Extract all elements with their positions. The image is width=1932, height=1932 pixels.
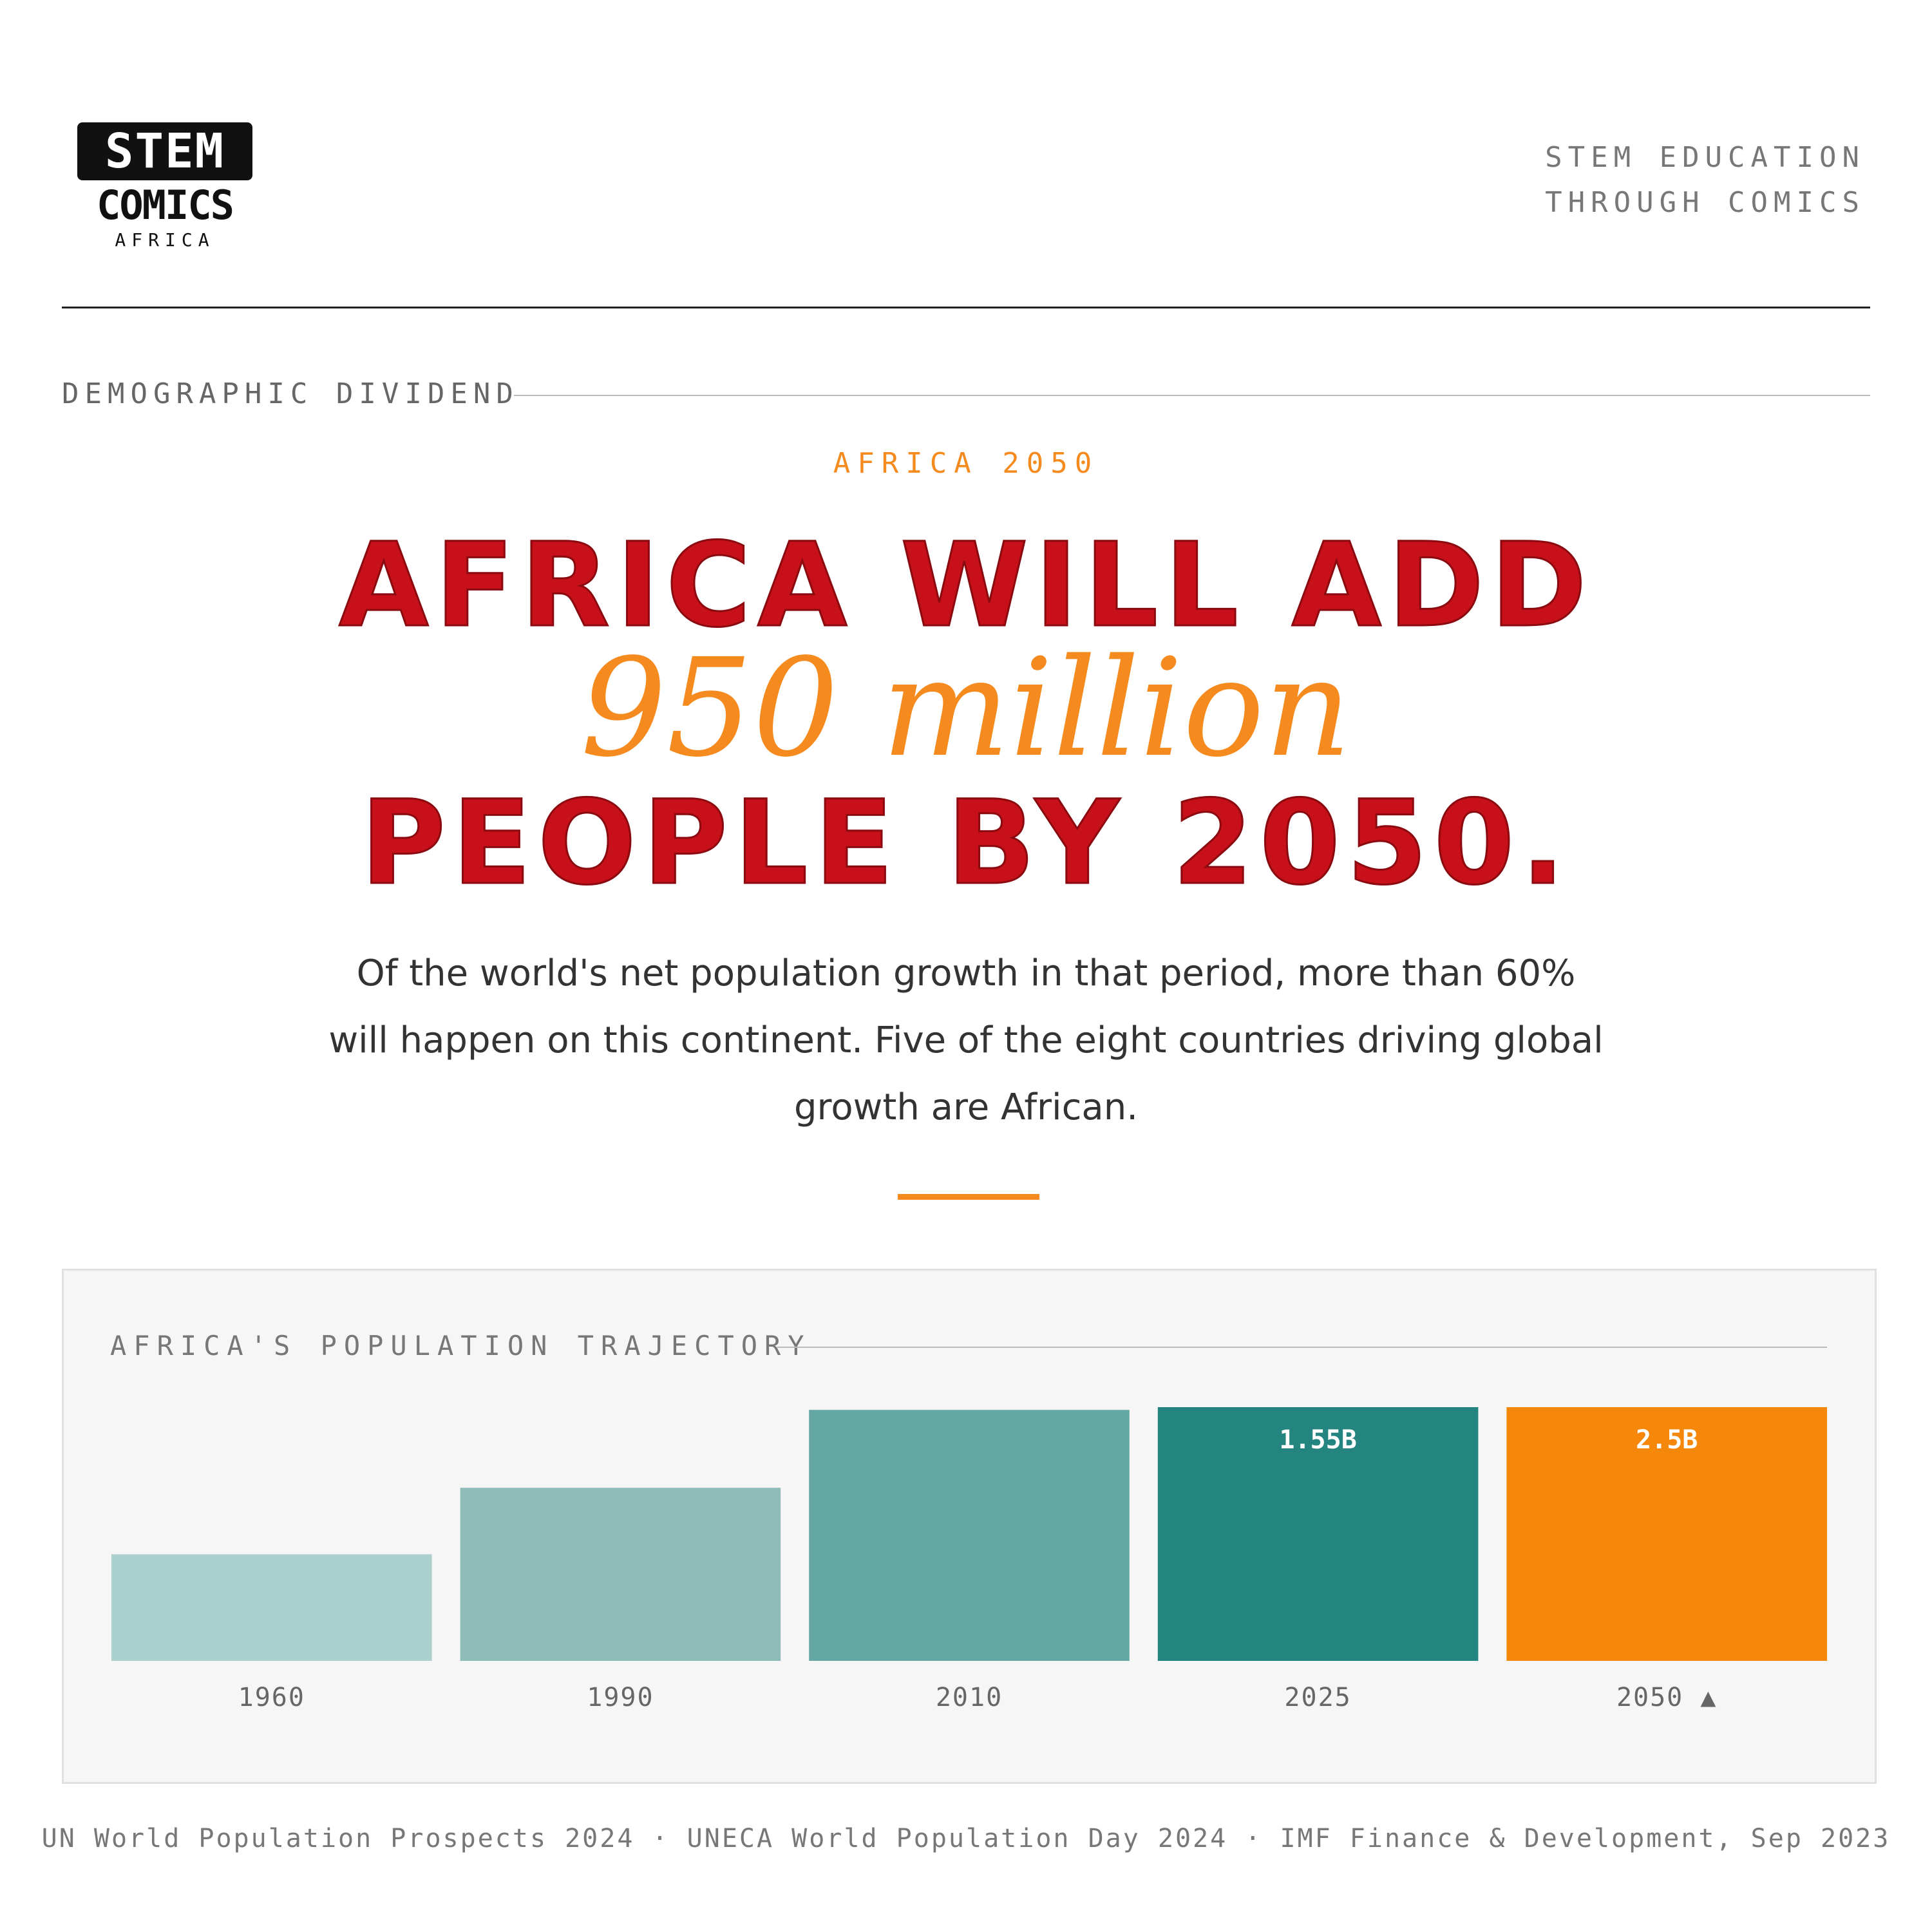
headline-line-3: PEOPLE BY 2050.	[360, 776, 1571, 911]
headline-line-1: AFRICA WILL ADD	[338, 518, 1593, 653]
chart-title: AFRICA'S POPULATION TRAJECTORY	[110, 1330, 811, 1361]
chart-panel: AFRICA'S POPULATION TRAJECTORY 1960 1990 2…	[62, 1269, 1877, 1784]
x-tick-label: 2010	[936, 1683, 1003, 1712]
brand-tagline: STEM EDUCATION THROUGH COMICS	[1545, 135, 1865, 225]
bar-2025	[1157, 1407, 1479, 1661]
logo-africa-wordmark: AFRICA	[115, 229, 215, 251]
x-tick-label: 1990	[587, 1683, 654, 1712]
x-tick-label: 2025	[1284, 1683, 1351, 1712]
accent-divider	[898, 1194, 1039, 1200]
logo-stem-wordmark: STEM	[77, 122, 252, 180]
x-tick-label: 2050 ▲	[1616, 1683, 1718, 1712]
brand-logo: STEM COMICS AFRICA	[77, 122, 258, 251]
bar-value-label: 1.55B	[1279, 1425, 1356, 1455]
bar-2010	[809, 1410, 1130, 1661]
hero-kicker: AFRICA 2050	[833, 447, 1099, 480]
logo-comics-wordmark: COMICS	[97, 182, 234, 229]
source-footer: UN World Population Prospects 2024 · UNE…	[41, 1824, 1891, 1853]
chart-title-divider	[777, 1347, 1827, 1348]
bar-1990	[460, 1488, 781, 1661]
bar-1960	[111, 1554, 432, 1661]
header-divider	[62, 307, 1870, 308]
section-label: DEMOGRAPHIC DIVIDEND	[62, 377, 519, 410]
tagline-line-2: THROUGH COMICS	[1545, 186, 1865, 219]
x-tick-label: 1960	[238, 1683, 305, 1712]
hero-body-text: Of the world's net population growth in …	[328, 952, 1604, 1128]
bar-2050	[1506, 1407, 1827, 1661]
bar-value-label: 2.5B	[1636, 1425, 1698, 1455]
tagline-line-1: STEM EDUCATION	[1545, 141, 1865, 174]
headline-highlight: 950 million	[580, 629, 1352, 787]
population-bar-chart: 1960 1990 2010 1.55B 2025 2.5B 2050 ▲	[111, 1407, 1827, 1712]
section-divider	[514, 395, 1870, 396]
